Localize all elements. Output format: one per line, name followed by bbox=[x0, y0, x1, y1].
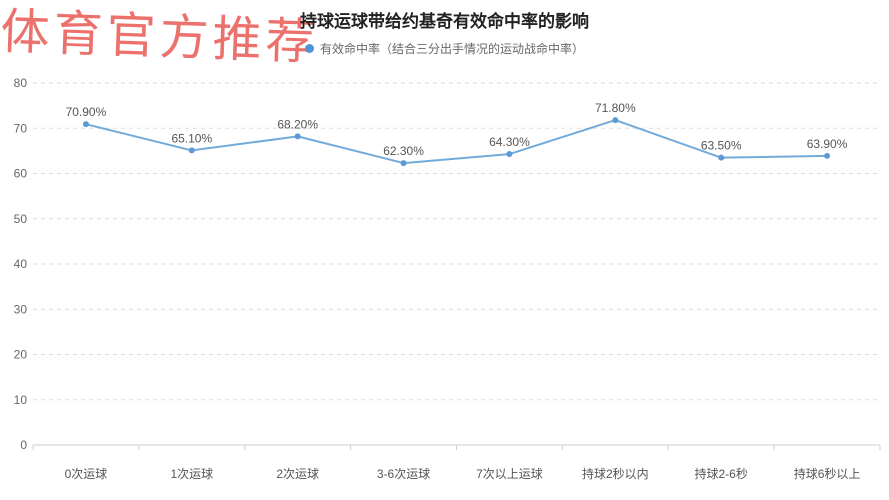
data-point[interactable] bbox=[612, 117, 619, 124]
chart-title: 持球运球带给约基奇有效命中率的影响 bbox=[300, 12, 589, 31]
data-point[interactable] bbox=[824, 152, 831, 159]
y-axis-tick-label: 40 bbox=[14, 257, 28, 271]
data-point-label: 64.30% bbox=[489, 135, 530, 149]
y-axis-tick-label: 10 bbox=[14, 393, 28, 407]
x-axis-ticks bbox=[32, 445, 881, 450]
data-point-label: 63.90% bbox=[807, 137, 848, 151]
data-points bbox=[82, 117, 831, 167]
data-point[interactable] bbox=[188, 147, 195, 154]
x-axis-category-label: 持球6秒以上 bbox=[794, 466, 861, 481]
legend-label: 有效命中率（结合三分出手情况的运动战命中率） bbox=[319, 42, 584, 56]
data-point[interactable] bbox=[82, 121, 89, 128]
data-point-label: 63.50% bbox=[701, 139, 742, 153]
data-point-label: 68.20% bbox=[277, 117, 318, 131]
x-axis-category-label: 0次运球 bbox=[65, 467, 108, 481]
x-axis-category-label: 2次运球 bbox=[276, 467, 319, 481]
y-gridlines bbox=[33, 82, 880, 446]
x-axis-labels: 0次运球 1次运球 2次运球 3-6次运球 7次以上运球 持球2秒以内 持球2-6秒 持球6秒… bbox=[65, 466, 861, 481]
data-point-label: 71.80% bbox=[595, 101, 636, 115]
data-point[interactable] bbox=[506, 151, 513, 158]
series-line bbox=[84, 119, 829, 165]
x-axis-category-label: 3-6次运球 bbox=[377, 467, 430, 481]
x-axis-category-label: 持球2-6秒 bbox=[695, 466, 748, 481]
y-axis-tick-label: 0 bbox=[20, 438, 27, 452]
y-axis-tick-label: 80 bbox=[14, 76, 28, 90]
legend-marker-icon bbox=[304, 44, 314, 53]
data-labels: 70.90% 65.10% 68.20% 62.30% 64.30% 71.80% 63.5… bbox=[66, 101, 848, 158]
y-axis-tick-label: 30 bbox=[14, 302, 28, 316]
data-point-label: 70.90% bbox=[66, 105, 107, 119]
y-axis-tick-label: 20 bbox=[14, 348, 28, 362]
data-point-label: 62.30% bbox=[383, 144, 424, 158]
x-axis-category-label: 持球2秒以内 bbox=[582, 466, 649, 481]
data-point[interactable] bbox=[400, 160, 407, 167]
data-point[interactable] bbox=[294, 133, 301, 140]
chart-legend[interactable]: 有效命中率（结合三分出手情况的运动战命中率） bbox=[0, 40, 889, 57]
y-axis-tick-label: 70 bbox=[14, 121, 28, 135]
data-point-label: 65.10% bbox=[171, 131, 212, 145]
y-axis-tick-label: 60 bbox=[14, 167, 28, 181]
y-axis-labels: 0 10 20 30 40 50 60 70 80 bbox=[14, 76, 28, 452]
data-point[interactable] bbox=[718, 154, 725, 161]
y-axis-tick-label: 50 bbox=[14, 212, 28, 226]
x-axis-category-label: 7次以上运球 bbox=[476, 467, 543, 481]
x-axis-category-label: 1次运球 bbox=[170, 467, 213, 481]
